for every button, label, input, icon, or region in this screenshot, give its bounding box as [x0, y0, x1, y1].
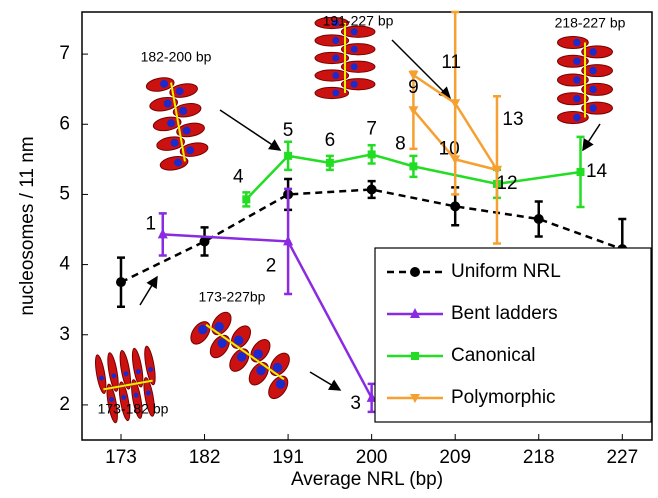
- nucleosome: [315, 87, 349, 98]
- histone: [332, 55, 339, 62]
- histone: [351, 46, 358, 53]
- nucleosome: [558, 112, 589, 124]
- x-tick-label: 191: [272, 447, 304, 468]
- x-tick-label: 182: [189, 447, 221, 468]
- y-tick-label: 3: [59, 324, 70, 345]
- point-label: 3: [350, 393, 361, 414]
- point: [242, 195, 250, 203]
- point: [534, 214, 544, 224]
- x-axis-label: Average NRL (bp): [291, 469, 443, 490]
- image-caption: 173-182 bp: [98, 401, 169, 417]
- x-tick-label: 200: [356, 447, 388, 468]
- nucleosome: [582, 65, 613, 77]
- y-tick-label: 7: [59, 43, 70, 64]
- nucleosome: [558, 55, 589, 67]
- y-tick-label: 5: [59, 183, 70, 204]
- point-label: 9: [408, 77, 419, 98]
- image-caption: 191-227 bp: [323, 13, 394, 29]
- x-tick-label: 173: [105, 447, 137, 468]
- nucleosome-image: [145, 72, 210, 172]
- histone: [332, 37, 339, 44]
- nucleosome: [582, 83, 613, 95]
- nucleosome: [558, 93, 589, 105]
- histone: [573, 114, 581, 122]
- image-caption: 173-227bp: [199, 289, 266, 305]
- x-tick-label: 227: [606, 447, 638, 468]
- nucleosome: [315, 52, 349, 63]
- point: [409, 162, 417, 170]
- arrow: [310, 372, 340, 390]
- y-tick-label: 2: [59, 394, 70, 415]
- point-label: 8: [395, 133, 406, 154]
- nucleosome: [315, 35, 349, 46]
- image-caption: 218-227 bp: [555, 15, 626, 31]
- point-label: 1: [145, 213, 156, 234]
- point-label: 14: [586, 161, 608, 182]
- point-label: 10: [439, 138, 460, 159]
- point-label: 11: [441, 52, 461, 73]
- legend-marker: [410, 267, 420, 277]
- histone: [573, 58, 581, 66]
- point: [284, 152, 292, 160]
- legend-label: Bent ladders: [451, 303, 558, 324]
- histone: [573, 76, 581, 84]
- histone: [351, 81, 358, 88]
- point: [368, 150, 376, 158]
- histone: [332, 90, 339, 97]
- nucleosome-image: [315, 17, 375, 98]
- histone: [589, 104, 597, 112]
- nucleosome: [582, 102, 613, 114]
- arrow: [220, 110, 280, 150]
- arrow: [140, 277, 157, 305]
- nucleosome: [341, 79, 375, 90]
- legend-marker: [411, 352, 419, 360]
- nucleosome-image: [187, 302, 303, 402]
- x-tick-label: 218: [523, 447, 555, 468]
- y-tick-label: 4: [59, 254, 70, 275]
- histone: [332, 72, 339, 79]
- histone: [589, 86, 597, 94]
- histone: [573, 39, 581, 47]
- point-label: 12: [496, 173, 517, 194]
- point: [116, 277, 126, 287]
- point-label: 7: [366, 118, 377, 139]
- histone: [351, 28, 358, 35]
- point: [577, 168, 585, 176]
- image-caption: 182-200 bp: [141, 49, 212, 65]
- point: [326, 159, 334, 167]
- x-tick-label: 209: [439, 447, 471, 468]
- y-tick-label: 6: [59, 113, 70, 134]
- histone: [351, 63, 358, 70]
- histone: [589, 48, 597, 56]
- point-label: 13: [502, 109, 523, 130]
- point-label: 4: [233, 166, 244, 187]
- nucleosome: [341, 44, 375, 55]
- nucleosome: [341, 61, 375, 72]
- chart: Average NRL (bp) nucleosomes / 11 nm 173…: [0, 0, 658, 493]
- point-label: 6: [325, 130, 336, 151]
- point-label: 2: [266, 255, 277, 276]
- nucleosome: [315, 70, 349, 81]
- nucleosome: [582, 46, 613, 58]
- nucleosome: [558, 37, 589, 49]
- legend-label: Canonical: [451, 345, 536, 366]
- point: [367, 185, 377, 195]
- arrow: [583, 124, 600, 150]
- legend-label: Uniform NRL: [451, 261, 561, 282]
- y-axis-label: nucleosomes / 11 nm: [17, 136, 38, 315]
- point: [450, 201, 460, 211]
- nucleosome: [558, 74, 589, 86]
- nucleosome-image: [558, 37, 613, 124]
- point-label: 5: [283, 120, 294, 141]
- histone: [573, 95, 581, 103]
- histone: [589, 67, 597, 75]
- legend-label: Polymorphic: [451, 387, 556, 408]
